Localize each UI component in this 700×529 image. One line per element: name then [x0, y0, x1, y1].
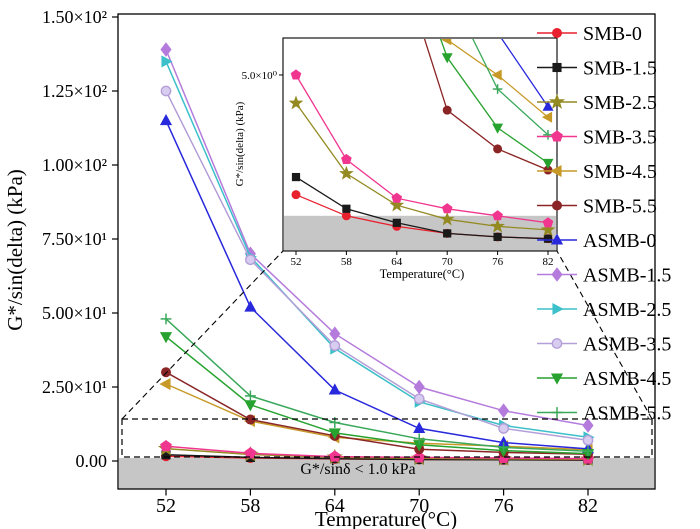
legend-label: ASMB-4.5 — [583, 368, 671, 390]
inset-series — [288, 39, 556, 244]
inset-x-axis-title: Temperature(°C) — [380, 267, 465, 281]
x-tick-label: 64 — [325, 495, 345, 517]
legend-label: SMB-3.5 — [583, 127, 657, 149]
legend-label: SMB-2.5 — [583, 92, 657, 114]
y-tick-label: 1.00×10² — [42, 155, 107, 175]
threshold-label: G*/sinδ < 1.0 kPa — [300, 461, 415, 478]
inset-x-tick-label: 64 — [391, 256, 403, 268]
inset-x-tick-label: 58 — [341, 256, 353, 268]
y-tick-label: 5.00×10¹ — [42, 303, 107, 323]
inset-frame — [282, 37, 558, 252]
legend-label: ASMB-5.5 — [583, 403, 671, 425]
legend-item-SMB-2.5: SMB-2.5 — [537, 92, 657, 114]
legend-item-ASMB-4.5: ASMB-4.5 — [537, 368, 671, 390]
series-SMB-5.5 — [423, 39, 553, 175]
legend-label: ASMB-1.5 — [583, 265, 671, 287]
plot-frame — [117, 13, 656, 490]
series-SMB-2.5 — [288, 95, 556, 237]
legend-label: SMB-4.5 — [583, 161, 657, 183]
threshold-region — [119, 458, 654, 489]
x-tick-label: 82 — [578, 495, 598, 517]
main-plot — [157, 42, 597, 467]
legend-item-ASMB-5.5: ASMB-5.5 — [537, 403, 671, 425]
zoom-connector-left — [121, 250, 284, 420]
inset-y-axis-title: G*/sin(delta) (kPa) — [234, 101, 246, 186]
inset-x-tick-label: 70 — [442, 256, 454, 268]
series-ASMB-3.5 — [160, 85, 594, 446]
y-tick-label: 1.50×10² — [42, 7, 107, 27]
legend-item-ASMB-1.5: ASMB-1.5 — [537, 265, 671, 287]
zoom-inset: 5.0×10⁰ 52 58 64 70 76 82 Temperature(°C) G*/sin… — [234, 37, 558, 281]
y-axis: 0.00 2.50×10¹ 5.00×10¹ 7.50×10¹ 1.00×10² 1.25… — [3, 7, 118, 471]
legend-item-ASMB-2.5: ASMB-2.5 — [537, 299, 671, 321]
legend-item-SMB-3.5: SMB-3.5 — [537, 127, 657, 149]
series-ASMB-0 — [501, 39, 554, 111]
legend-label: ASMB-3.5 — [583, 334, 671, 356]
x-tick-label: 58 — [240, 495, 260, 517]
zoom-callout — [121, 250, 653, 458]
legend-item-SMB-4.5: SMB-4.5 — [537, 161, 657, 183]
legend: SMB-0 SMB-1.5 SMB-2.5 SMB-3.5 SMB-4.5 SMB-5.5… — [537, 23, 671, 425]
x-axis-title: Temperature(°C) — [315, 507, 457, 529]
x-tick-label: 52 — [156, 495, 176, 517]
x-tick-label: 70 — [409, 495, 429, 517]
zoom-connector-right — [556, 250, 653, 420]
legend-label: ASMB-2.5 — [583, 299, 671, 321]
x-axis: 52 58 64 70 76 82 Temperature(°C) — [156, 489, 598, 529]
legend-item-ASMB-0: ASMB-0 — [537, 230, 656, 252]
legend-item-SMB-1.5: SMB-1.5 — [537, 58, 657, 80]
inset-x-tick-label: 76 — [492, 256, 504, 268]
legend-item-SMB-5.5: SMB-5.5 — [537, 196, 657, 218]
legend-label: SMB-5.5 — [583, 196, 657, 218]
series-SMB-1.5 — [291, 172, 553, 243]
legend-label: ASMB-0 — [583, 230, 656, 252]
inset-x-tick-label: 52 — [291, 256, 302, 268]
series-SMB-4.5 — [441, 39, 553, 123]
x-tick-label: 76 — [494, 495, 514, 517]
y-tick-label: 1.25×10² — [42, 81, 107, 101]
y-tick-label: 2.50×10¹ — [42, 377, 107, 397]
inset-background — [283, 38, 557, 251]
legend-item-SMB-0: SMB-0 — [537, 23, 642, 45]
series-ASMB-5.5 — [160, 313, 594, 457]
legend-label: SMB-1.5 — [583, 58, 657, 80]
series-SMB-3.5 — [290, 69, 554, 228]
dashed-zoom-box — [121, 418, 653, 458]
inset-y-tick-label: 5.0×10⁰ — [242, 70, 278, 82]
legend-label: SMB-0 — [583, 23, 642, 45]
inset-threshold-region — [284, 215, 556, 251]
y-tick-label: 0.00 — [76, 451, 108, 471]
legend-item-ASMB-3.5: ASMB-3.5 — [537, 334, 671, 356]
inset-x-tick-label: 82 — [543, 256, 554, 268]
series-ASMB-4.5 — [439, 39, 554, 169]
y-axis-title: G*/sin(delta) (kPa) — [3, 169, 27, 331]
y-tick-label: 7.50×10¹ — [42, 229, 107, 249]
